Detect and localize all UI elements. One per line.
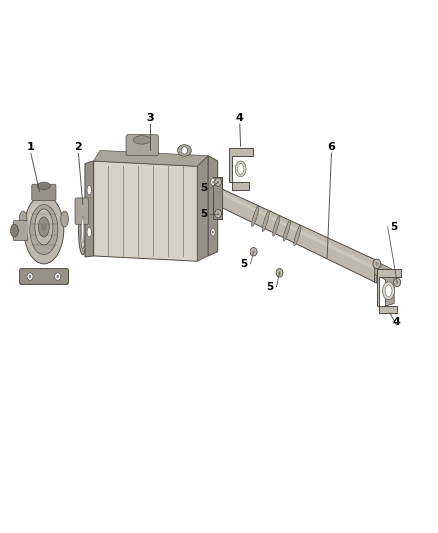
Ellipse shape bbox=[27, 205, 50, 249]
Ellipse shape bbox=[212, 181, 214, 184]
Circle shape bbox=[55, 273, 61, 280]
Ellipse shape bbox=[283, 221, 290, 241]
Polygon shape bbox=[377, 269, 401, 313]
Polygon shape bbox=[223, 192, 372, 269]
Text: 3: 3 bbox=[146, 112, 154, 123]
Polygon shape bbox=[221, 189, 377, 283]
Ellipse shape bbox=[24, 195, 64, 264]
Circle shape bbox=[250, 247, 257, 256]
Ellipse shape bbox=[262, 211, 269, 231]
FancyBboxPatch shape bbox=[75, 198, 88, 224]
Ellipse shape bbox=[87, 185, 92, 195]
Circle shape bbox=[181, 147, 187, 154]
Ellipse shape bbox=[82, 216, 84, 243]
Circle shape bbox=[373, 259, 381, 269]
Ellipse shape bbox=[39, 217, 49, 237]
FancyBboxPatch shape bbox=[20, 269, 68, 285]
Circle shape bbox=[29, 275, 32, 278]
Ellipse shape bbox=[177, 144, 191, 156]
Text: 4: 4 bbox=[236, 112, 244, 123]
Text: 4: 4 bbox=[392, 317, 400, 327]
Ellipse shape bbox=[35, 209, 53, 245]
Polygon shape bbox=[229, 148, 253, 190]
Circle shape bbox=[215, 178, 222, 187]
Ellipse shape bbox=[211, 179, 215, 186]
Circle shape bbox=[396, 281, 399, 284]
Circle shape bbox=[394, 278, 401, 287]
Ellipse shape bbox=[212, 231, 214, 234]
Ellipse shape bbox=[134, 136, 151, 144]
Circle shape bbox=[276, 269, 283, 277]
Polygon shape bbox=[94, 150, 208, 166]
Circle shape bbox=[217, 212, 219, 215]
Ellipse shape bbox=[385, 285, 392, 296]
Circle shape bbox=[278, 271, 281, 274]
Polygon shape bbox=[208, 156, 218, 256]
Text: 1: 1 bbox=[27, 142, 35, 151]
Circle shape bbox=[252, 250, 255, 253]
Ellipse shape bbox=[211, 229, 215, 236]
Ellipse shape bbox=[273, 216, 280, 236]
Ellipse shape bbox=[37, 182, 50, 190]
Ellipse shape bbox=[81, 211, 85, 248]
Text: 5: 5 bbox=[200, 209, 208, 219]
Text: 5: 5 bbox=[240, 259, 248, 269]
Polygon shape bbox=[85, 161, 94, 257]
Ellipse shape bbox=[382, 282, 395, 300]
Polygon shape bbox=[374, 261, 394, 306]
Polygon shape bbox=[94, 161, 198, 261]
Text: 2: 2 bbox=[74, 142, 82, 151]
Circle shape bbox=[215, 209, 222, 218]
Ellipse shape bbox=[78, 205, 87, 255]
Ellipse shape bbox=[235, 161, 246, 177]
Ellipse shape bbox=[19, 211, 27, 227]
Ellipse shape bbox=[30, 205, 58, 255]
Circle shape bbox=[57, 275, 59, 278]
Text: 5: 5 bbox=[266, 281, 274, 292]
Ellipse shape bbox=[237, 164, 244, 174]
Ellipse shape bbox=[252, 206, 259, 227]
Circle shape bbox=[27, 273, 33, 280]
FancyBboxPatch shape bbox=[126, 135, 159, 156]
Ellipse shape bbox=[61, 211, 68, 227]
Circle shape bbox=[217, 181, 219, 184]
Circle shape bbox=[375, 262, 378, 266]
Polygon shape bbox=[212, 177, 223, 219]
Polygon shape bbox=[198, 156, 208, 261]
FancyBboxPatch shape bbox=[32, 184, 56, 200]
Text: 5: 5 bbox=[391, 222, 398, 232]
Text: 6: 6 bbox=[328, 142, 336, 151]
Text: 5: 5 bbox=[200, 183, 208, 193]
FancyBboxPatch shape bbox=[13, 221, 28, 241]
Ellipse shape bbox=[294, 225, 301, 246]
Ellipse shape bbox=[87, 228, 92, 237]
Ellipse shape bbox=[41, 222, 46, 232]
Ellipse shape bbox=[11, 224, 18, 237]
